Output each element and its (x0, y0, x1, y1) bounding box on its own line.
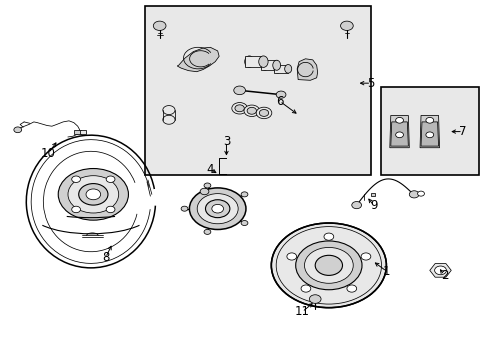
Circle shape (72, 176, 81, 183)
Circle shape (286, 253, 296, 260)
Circle shape (246, 107, 256, 114)
Circle shape (231, 103, 247, 114)
Polygon shape (419, 116, 439, 148)
Ellipse shape (244, 56, 254, 67)
Circle shape (276, 91, 285, 98)
Circle shape (86, 189, 101, 200)
Polygon shape (177, 47, 219, 72)
Text: 3: 3 (223, 135, 230, 148)
Circle shape (395, 117, 403, 123)
Circle shape (205, 200, 229, 218)
Text: 5: 5 (367, 77, 374, 90)
Bar (144, 6, 370, 175)
Ellipse shape (261, 60, 268, 70)
Polygon shape (274, 64, 287, 73)
Circle shape (417, 191, 424, 196)
Circle shape (200, 188, 208, 195)
Circle shape (271, 223, 386, 308)
Circle shape (340, 21, 352, 31)
Polygon shape (370, 193, 374, 196)
Circle shape (301, 285, 310, 292)
Ellipse shape (284, 64, 291, 73)
Circle shape (434, 266, 446, 275)
Polygon shape (389, 116, 408, 148)
Circle shape (295, 241, 361, 290)
Ellipse shape (274, 64, 281, 73)
Ellipse shape (272, 60, 280, 70)
Circle shape (189, 188, 245, 229)
Text: 1: 1 (383, 265, 390, 278)
Circle shape (234, 105, 244, 112)
Circle shape (211, 204, 223, 213)
Text: 6: 6 (275, 95, 283, 108)
Circle shape (79, 184, 108, 205)
Circle shape (58, 168, 128, 220)
Circle shape (315, 255, 342, 275)
Circle shape (241, 192, 247, 197)
Text: 10: 10 (41, 147, 56, 159)
Circle shape (256, 107, 271, 119)
Circle shape (304, 247, 352, 283)
Polygon shape (429, 264, 450, 277)
Polygon shape (390, 122, 407, 146)
Ellipse shape (258, 56, 267, 67)
Circle shape (425, 117, 433, 123)
Circle shape (14, 127, 21, 133)
Circle shape (408, 191, 418, 198)
Circle shape (106, 176, 115, 183)
Polygon shape (244, 56, 263, 67)
Circle shape (203, 183, 210, 188)
Circle shape (324, 233, 333, 240)
Polygon shape (74, 130, 81, 134)
Polygon shape (261, 60, 276, 70)
Circle shape (72, 206, 81, 213)
Circle shape (425, 132, 433, 138)
Circle shape (244, 105, 259, 117)
Circle shape (153, 21, 165, 31)
Polygon shape (297, 59, 317, 80)
Circle shape (241, 221, 247, 225)
Circle shape (395, 132, 403, 138)
Text: 7: 7 (458, 125, 466, 138)
Polygon shape (420, 122, 438, 146)
Circle shape (309, 295, 321, 303)
Polygon shape (80, 130, 86, 134)
Circle shape (106, 206, 115, 213)
Text: 4: 4 (206, 163, 214, 176)
Circle shape (346, 285, 356, 292)
Circle shape (360, 253, 370, 260)
Text: 9: 9 (370, 199, 377, 212)
Circle shape (68, 176, 119, 213)
Circle shape (203, 229, 210, 234)
Circle shape (259, 109, 268, 116)
Text: 8: 8 (102, 251, 109, 264)
Bar (380, 87, 478, 175)
Circle shape (351, 202, 361, 209)
Circle shape (181, 206, 187, 211)
Text: 2: 2 (440, 269, 447, 282)
Circle shape (197, 194, 238, 224)
Circle shape (233, 86, 245, 95)
Text: 11: 11 (294, 306, 309, 319)
